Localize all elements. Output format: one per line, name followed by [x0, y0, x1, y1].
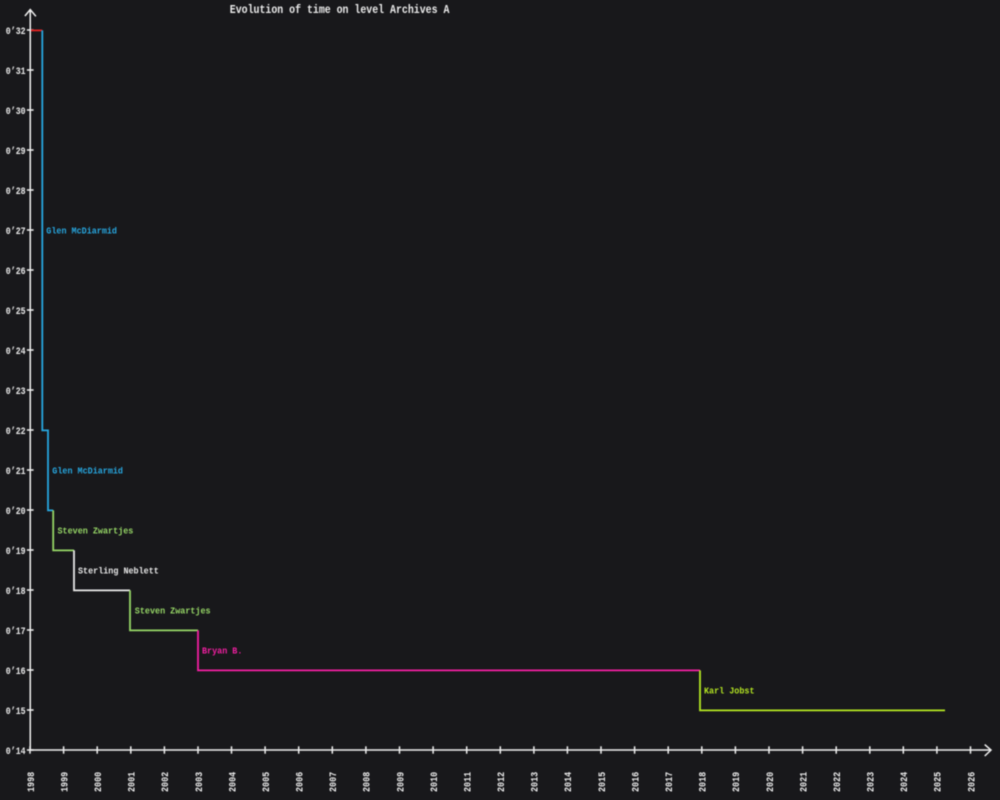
svg-text:2008: 2008: [362, 772, 374, 792]
svg-text:2010: 2010: [429, 772, 441, 792]
svg-text:2023: 2023: [866, 772, 878, 792]
svg-text:Steven Zwartjes: Steven Zwartjes: [135, 606, 211, 617]
svg-text:2019: 2019: [731, 772, 743, 792]
svg-text:Bryan B.: Bryan B.: [202, 646, 242, 657]
svg-text:Sterling Neblett: Sterling Neblett: [78, 566, 159, 577]
svg-text:2000: 2000: [93, 772, 105, 792]
svg-text:0’32: 0’32: [6, 26, 26, 38]
svg-text:Evolution of time on level Arc: Evolution of time on level Archives A: [230, 3, 450, 17]
svg-text:2020: 2020: [765, 772, 777, 792]
svg-text:0’15: 0’15: [6, 706, 26, 718]
svg-text:0’20: 0’20: [6, 506, 26, 518]
svg-text:2026: 2026: [966, 772, 978, 792]
svg-text:0’19: 0’19: [6, 546, 26, 558]
svg-text:2017: 2017: [664, 772, 676, 792]
svg-text:0’27: 0’27: [6, 226, 26, 238]
svg-text:2024: 2024: [899, 772, 911, 792]
svg-text:2003: 2003: [194, 772, 206, 792]
svg-text:0’28: 0’28: [6, 186, 26, 198]
svg-text:2012: 2012: [496, 772, 508, 792]
svg-text:2015: 2015: [597, 772, 609, 792]
svg-text:1999: 1999: [59, 772, 71, 792]
svg-text:0’14: 0’14: [6, 746, 26, 758]
svg-text:0’21: 0’21: [6, 466, 26, 478]
svg-text:0’30: 0’30: [6, 106, 26, 118]
svg-text:2025: 2025: [933, 772, 945, 792]
svg-text:2002: 2002: [160, 772, 172, 792]
svg-text:2013: 2013: [530, 772, 542, 792]
svg-text:2016: 2016: [630, 772, 642, 792]
svg-text:0’16: 0’16: [6, 666, 26, 678]
svg-text:0’23: 0’23: [6, 386, 26, 398]
svg-text:0’22: 0’22: [6, 426, 26, 438]
svg-text:0’31: 0’31: [6, 66, 26, 78]
svg-text:2005: 2005: [261, 772, 273, 792]
svg-text:2001: 2001: [127, 772, 139, 792]
svg-text:0’24: 0’24: [6, 346, 26, 358]
svg-text:2018: 2018: [698, 772, 710, 792]
svg-text:0’26: 0’26: [6, 266, 26, 278]
svg-text:0’18: 0’18: [6, 586, 26, 598]
svg-text:2006: 2006: [295, 772, 307, 792]
svg-text:1998: 1998: [26, 772, 38, 792]
svg-text:0’25: 0’25: [6, 306, 26, 318]
svg-text:Glen McDiarmid: Glen McDiarmid: [46, 226, 117, 237]
svg-text:2011: 2011: [463, 772, 475, 792]
svg-text:0’29: 0’29: [6, 146, 26, 158]
svg-text:2022: 2022: [832, 772, 844, 792]
svg-text:2007: 2007: [328, 772, 340, 792]
svg-text:Karl Jobst: Karl Jobst: [704, 686, 755, 697]
svg-text:2009: 2009: [395, 772, 407, 792]
svg-text:Glen McDiarmid: Glen McDiarmid: [52, 466, 123, 477]
svg-text:0’17: 0’17: [6, 626, 26, 638]
svg-text:2021: 2021: [798, 772, 810, 792]
svg-text:2004: 2004: [227, 772, 239, 792]
svg-text:Steven Zwartjes: Steven Zwartjes: [58, 526, 134, 537]
svg-text:2014: 2014: [563, 772, 575, 792]
